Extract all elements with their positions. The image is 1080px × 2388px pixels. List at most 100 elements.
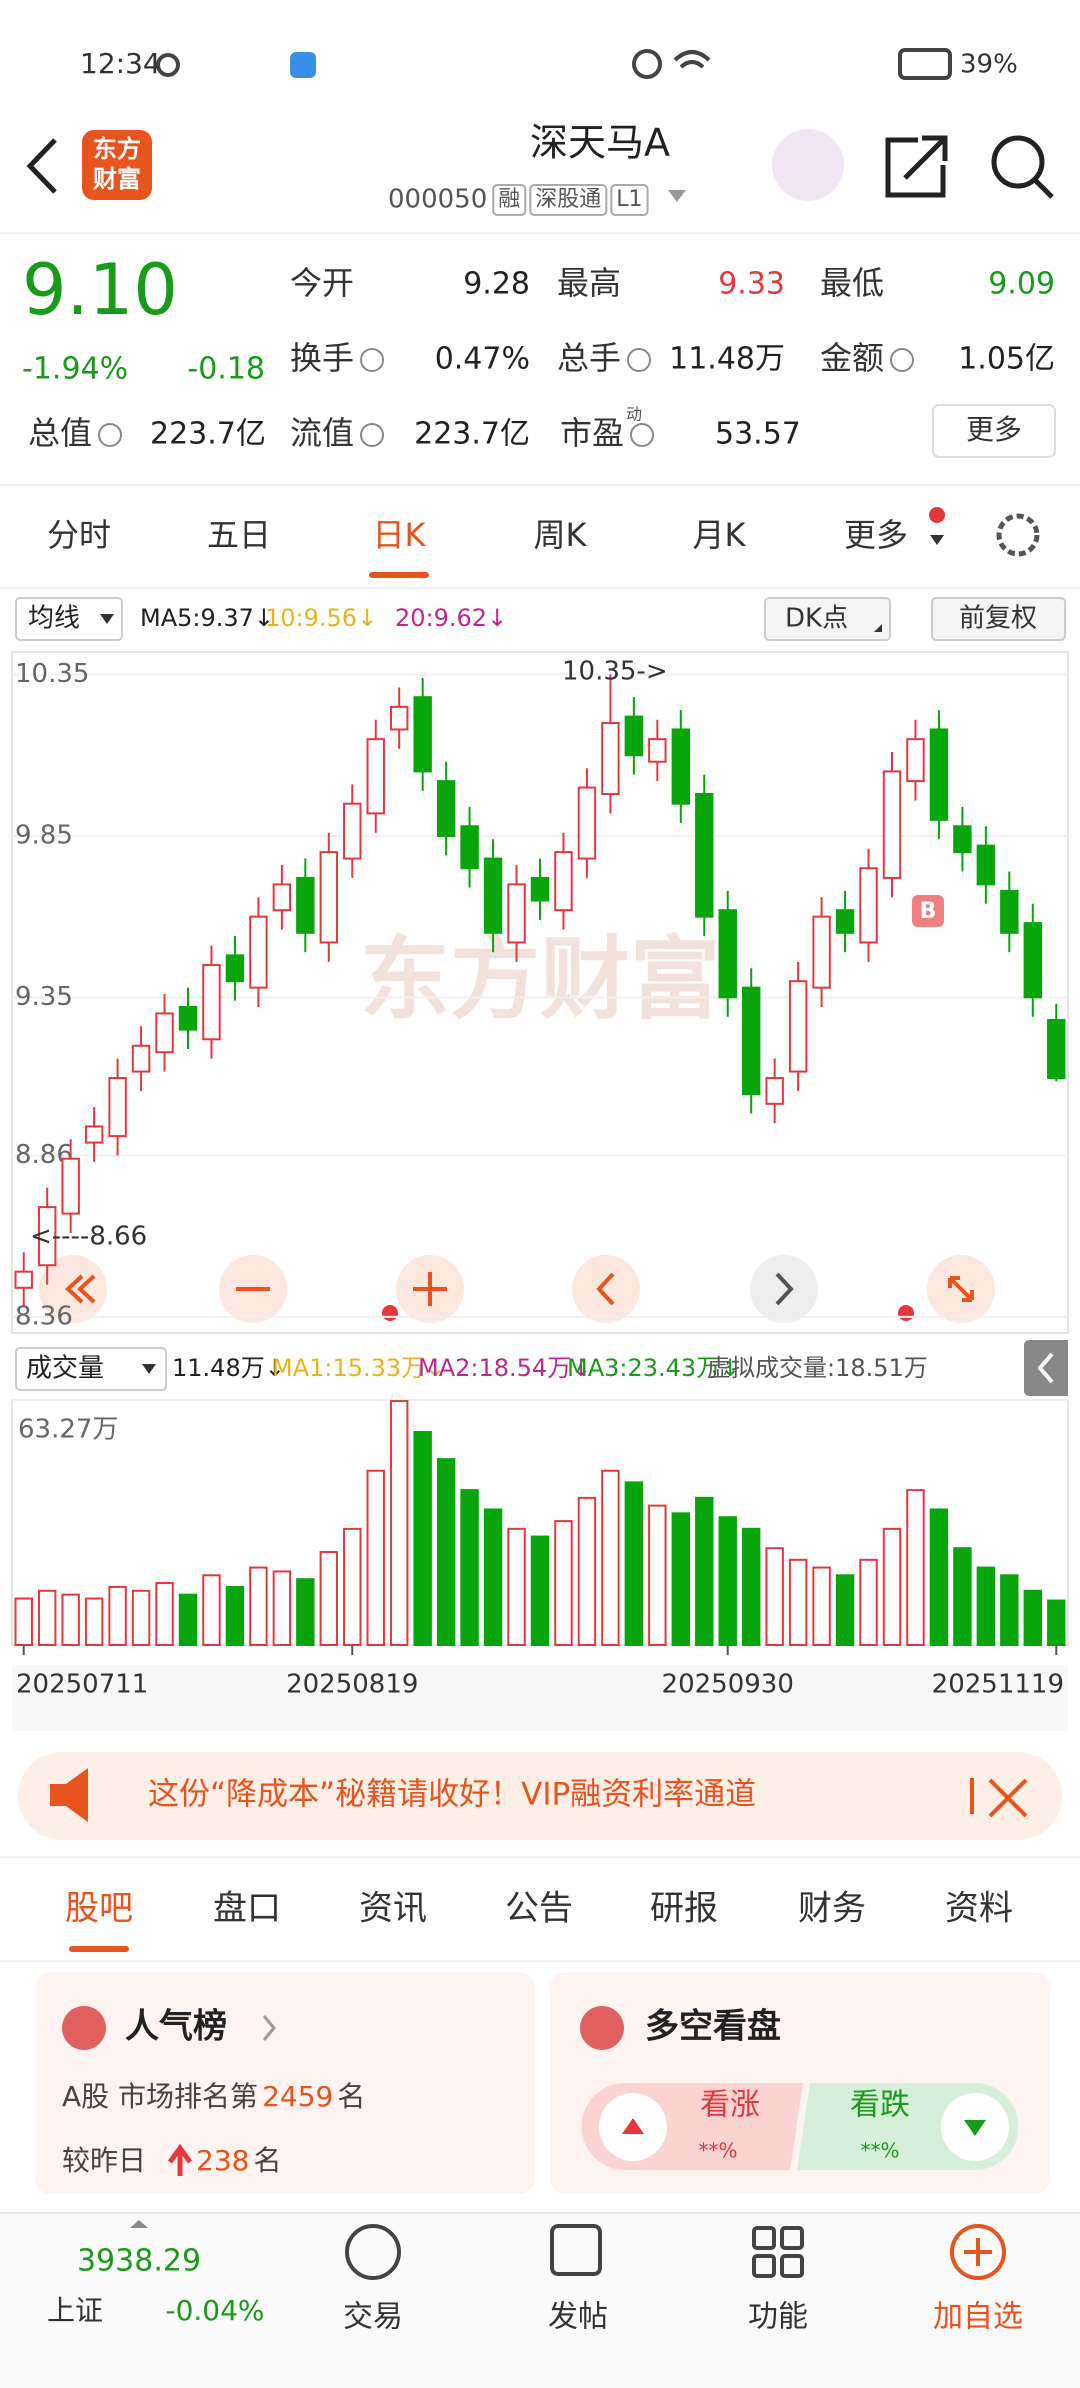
nav-label[interactable]: 交易	[343, 2300, 403, 2335]
volume-bar	[765, 1547, 784, 1646]
info-icon	[360, 348, 385, 372]
info-icon	[630, 423, 655, 447]
bottom-nav	[0, 2212, 1080, 2388]
content-tab[interactable]: 研报	[650, 1889, 718, 1929]
quote-superscript: 动	[626, 405, 642, 424]
candle-body	[648, 738, 667, 763]
wifi-icon	[673, 50, 711, 69]
stock-tag: 融	[498, 187, 520, 212]
popularity-card[interactable]	[35, 1972, 535, 2194]
change-amount: -0.18	[187, 352, 265, 387]
quote-label: 流值	[290, 414, 354, 452]
eye-icon	[156, 53, 180, 77]
chart-tab[interactable]: 五日	[207, 516, 271, 554]
nav-label[interactable]: 发帖	[548, 2300, 608, 2335]
volume-bar	[859, 1558, 878, 1647]
post-icon[interactable]	[550, 2224, 602, 2276]
virtual-volume-label: 虚拟成交量:18.51万	[707, 1354, 928, 1382]
chart-tab[interactable]: 更多	[844, 516, 908, 554]
candle-body	[319, 851, 339, 944]
nav-label[interactable]: 功能	[748, 2300, 808, 2335]
volume-bar	[624, 1481, 644, 1646]
share-button[interactable]	[885, 135, 948, 198]
candle-body	[859, 867, 878, 944]
promo-banner[interactable]	[18, 1752, 1062, 1840]
bull-pct: **%	[698, 2139, 737, 2163]
divider	[0, 484, 1080, 486]
volume-toggle[interactable]	[15, 1347, 167, 1391]
scroll-left[interactable]	[572, 1255, 640, 1323]
more-button[interactable]	[932, 404, 1056, 458]
chart-tab[interactable]: 日K	[373, 516, 427, 554]
volume-bar	[155, 1582, 174, 1647]
change-pct: -1.94%	[22, 352, 128, 387]
code-dropdown[interactable]	[668, 190, 686, 202]
icon	[775, 1272, 794, 1306]
zoom-first[interactable]	[39, 1255, 107, 1323]
more-tab-arrow	[930, 535, 944, 545]
volume-bar	[61, 1593, 80, 1646]
scroll-right[interactable]	[750, 1255, 818, 1323]
side-panel-tab[interactable]	[1024, 1340, 1068, 1396]
rank-text: A股 市场排名第	[62, 2080, 258, 2113]
nav-label[interactable]: 加自选	[933, 2300, 1023, 2335]
quote-label: 总手	[557, 339, 621, 377]
info-icon	[627, 348, 652, 372]
candle-body	[202, 964, 221, 1041]
content-tab[interactable]: 股吧	[65, 1889, 133, 1929]
high-annotation: 10.35->	[562, 657, 668, 687]
back-button[interactable]	[26, 138, 57, 194]
candle-body	[1023, 922, 1043, 999]
volume-bar	[953, 1547, 972, 1646]
volume-bar	[343, 1527, 362, 1646]
volume-bar	[788, 1558, 808, 1647]
volume-bar	[882, 1527, 902, 1646]
volume-bar	[366, 1469, 385, 1647]
content-tab[interactable]: 财务	[798, 1889, 866, 1929]
chart-tab[interactable]: 分时	[47, 516, 111, 554]
content-tab[interactable]: 公告	[505, 1889, 573, 1929]
adjust-toggle[interactable]	[931, 597, 1066, 641]
quote-label: 市盈	[560, 414, 624, 452]
close-banner[interactable]	[970, 1778, 1028, 1818]
volume-bar	[577, 1496, 597, 1647]
tag-box	[610, 184, 649, 216]
volume-bar	[695, 1496, 714, 1647]
chart-tab[interactable]: 周K	[534, 516, 588, 554]
dk-toggle[interactable]	[764, 597, 891, 641]
settings-button[interactable]	[996, 513, 1040, 557]
card-title: 多空看盘	[645, 2007, 781, 2047]
content-tab[interactable]: 盘口	[213, 1889, 281, 1929]
candle-body	[554, 851, 573, 912]
stock-tag: L1	[616, 187, 642, 212]
adjust-label: 前复权	[959, 604, 1037, 634]
status-icons	[156, 48, 952, 80]
content-tab[interactable]: 资讯	[359, 1889, 427, 1929]
x-tick-label: 20250711	[16, 1670, 148, 1700]
ma10-label: 10:9.56↓	[265, 604, 377, 632]
candle-body	[765, 1077, 784, 1105]
function-icon[interactable]	[752, 2226, 804, 2278]
trade-icon[interactable]	[345, 2224, 401, 2280]
divider	[0, 587, 1080, 589]
kline-frame	[11, 651, 1069, 1334]
ai-icon	[290, 52, 316, 78]
divider	[0, 1960, 1080, 1962]
add-watch-icon[interactable]	[950, 2224, 1006, 2280]
badge-dot	[929, 507, 945, 523]
cell	[780, 2254, 804, 2278]
chart-tab[interactable]: 月K	[693, 516, 747, 554]
candle-body	[61, 1157, 80, 1215]
quote-label: 换手	[290, 339, 354, 377]
assistant-avatar[interactable]	[772, 129, 844, 201]
index-name: 上证	[47, 2294, 103, 2327]
candle-body	[976, 844, 996, 886]
volume-bar	[178, 1593, 198, 1646]
y-tick-label: 9.35	[15, 982, 73, 1012]
up-triangle	[622, 2118, 644, 2134]
volume-bar	[671, 1512, 691, 1647]
ma-toggle[interactable]	[15, 597, 123, 641]
search-button[interactable]	[991, 135, 1045, 189]
down-triangle	[964, 2120, 986, 2136]
content-tab[interactable]: 资料	[945, 1889, 1013, 1929]
